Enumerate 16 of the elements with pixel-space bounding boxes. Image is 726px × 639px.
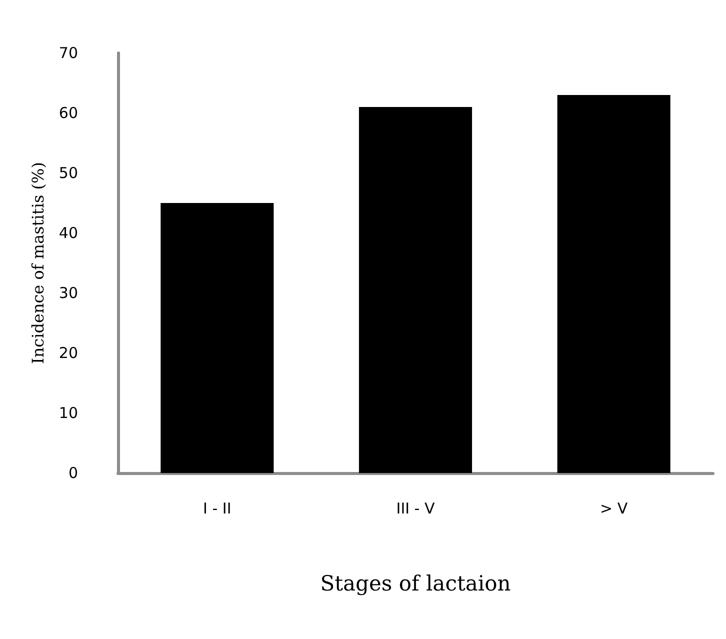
bar — [557, 95, 670, 473]
x-tick-label: III - V — [396, 500, 436, 518]
x-tick-label: > V — [600, 500, 628, 518]
y-tick-label: 70 — [58, 44, 78, 62]
y-tick-label: 30 — [58, 284, 78, 302]
y-axis-title: Incidence of mastitis (%) — [28, 162, 48, 364]
y-tick-label: 0 — [68, 464, 78, 482]
y-tick-label: 40 — [58, 224, 78, 242]
x-axis-title: Stages of lactaion — [320, 572, 511, 596]
bar — [160, 203, 274, 473]
bar — [358, 107, 472, 473]
y-tick-label: 60 — [58, 104, 78, 122]
y-tick-label: 50 — [58, 164, 78, 182]
y-tick-label: 10 — [58, 404, 78, 422]
y-tick-label: 20 — [58, 344, 78, 362]
x-tick-label: I - II — [203, 500, 232, 518]
